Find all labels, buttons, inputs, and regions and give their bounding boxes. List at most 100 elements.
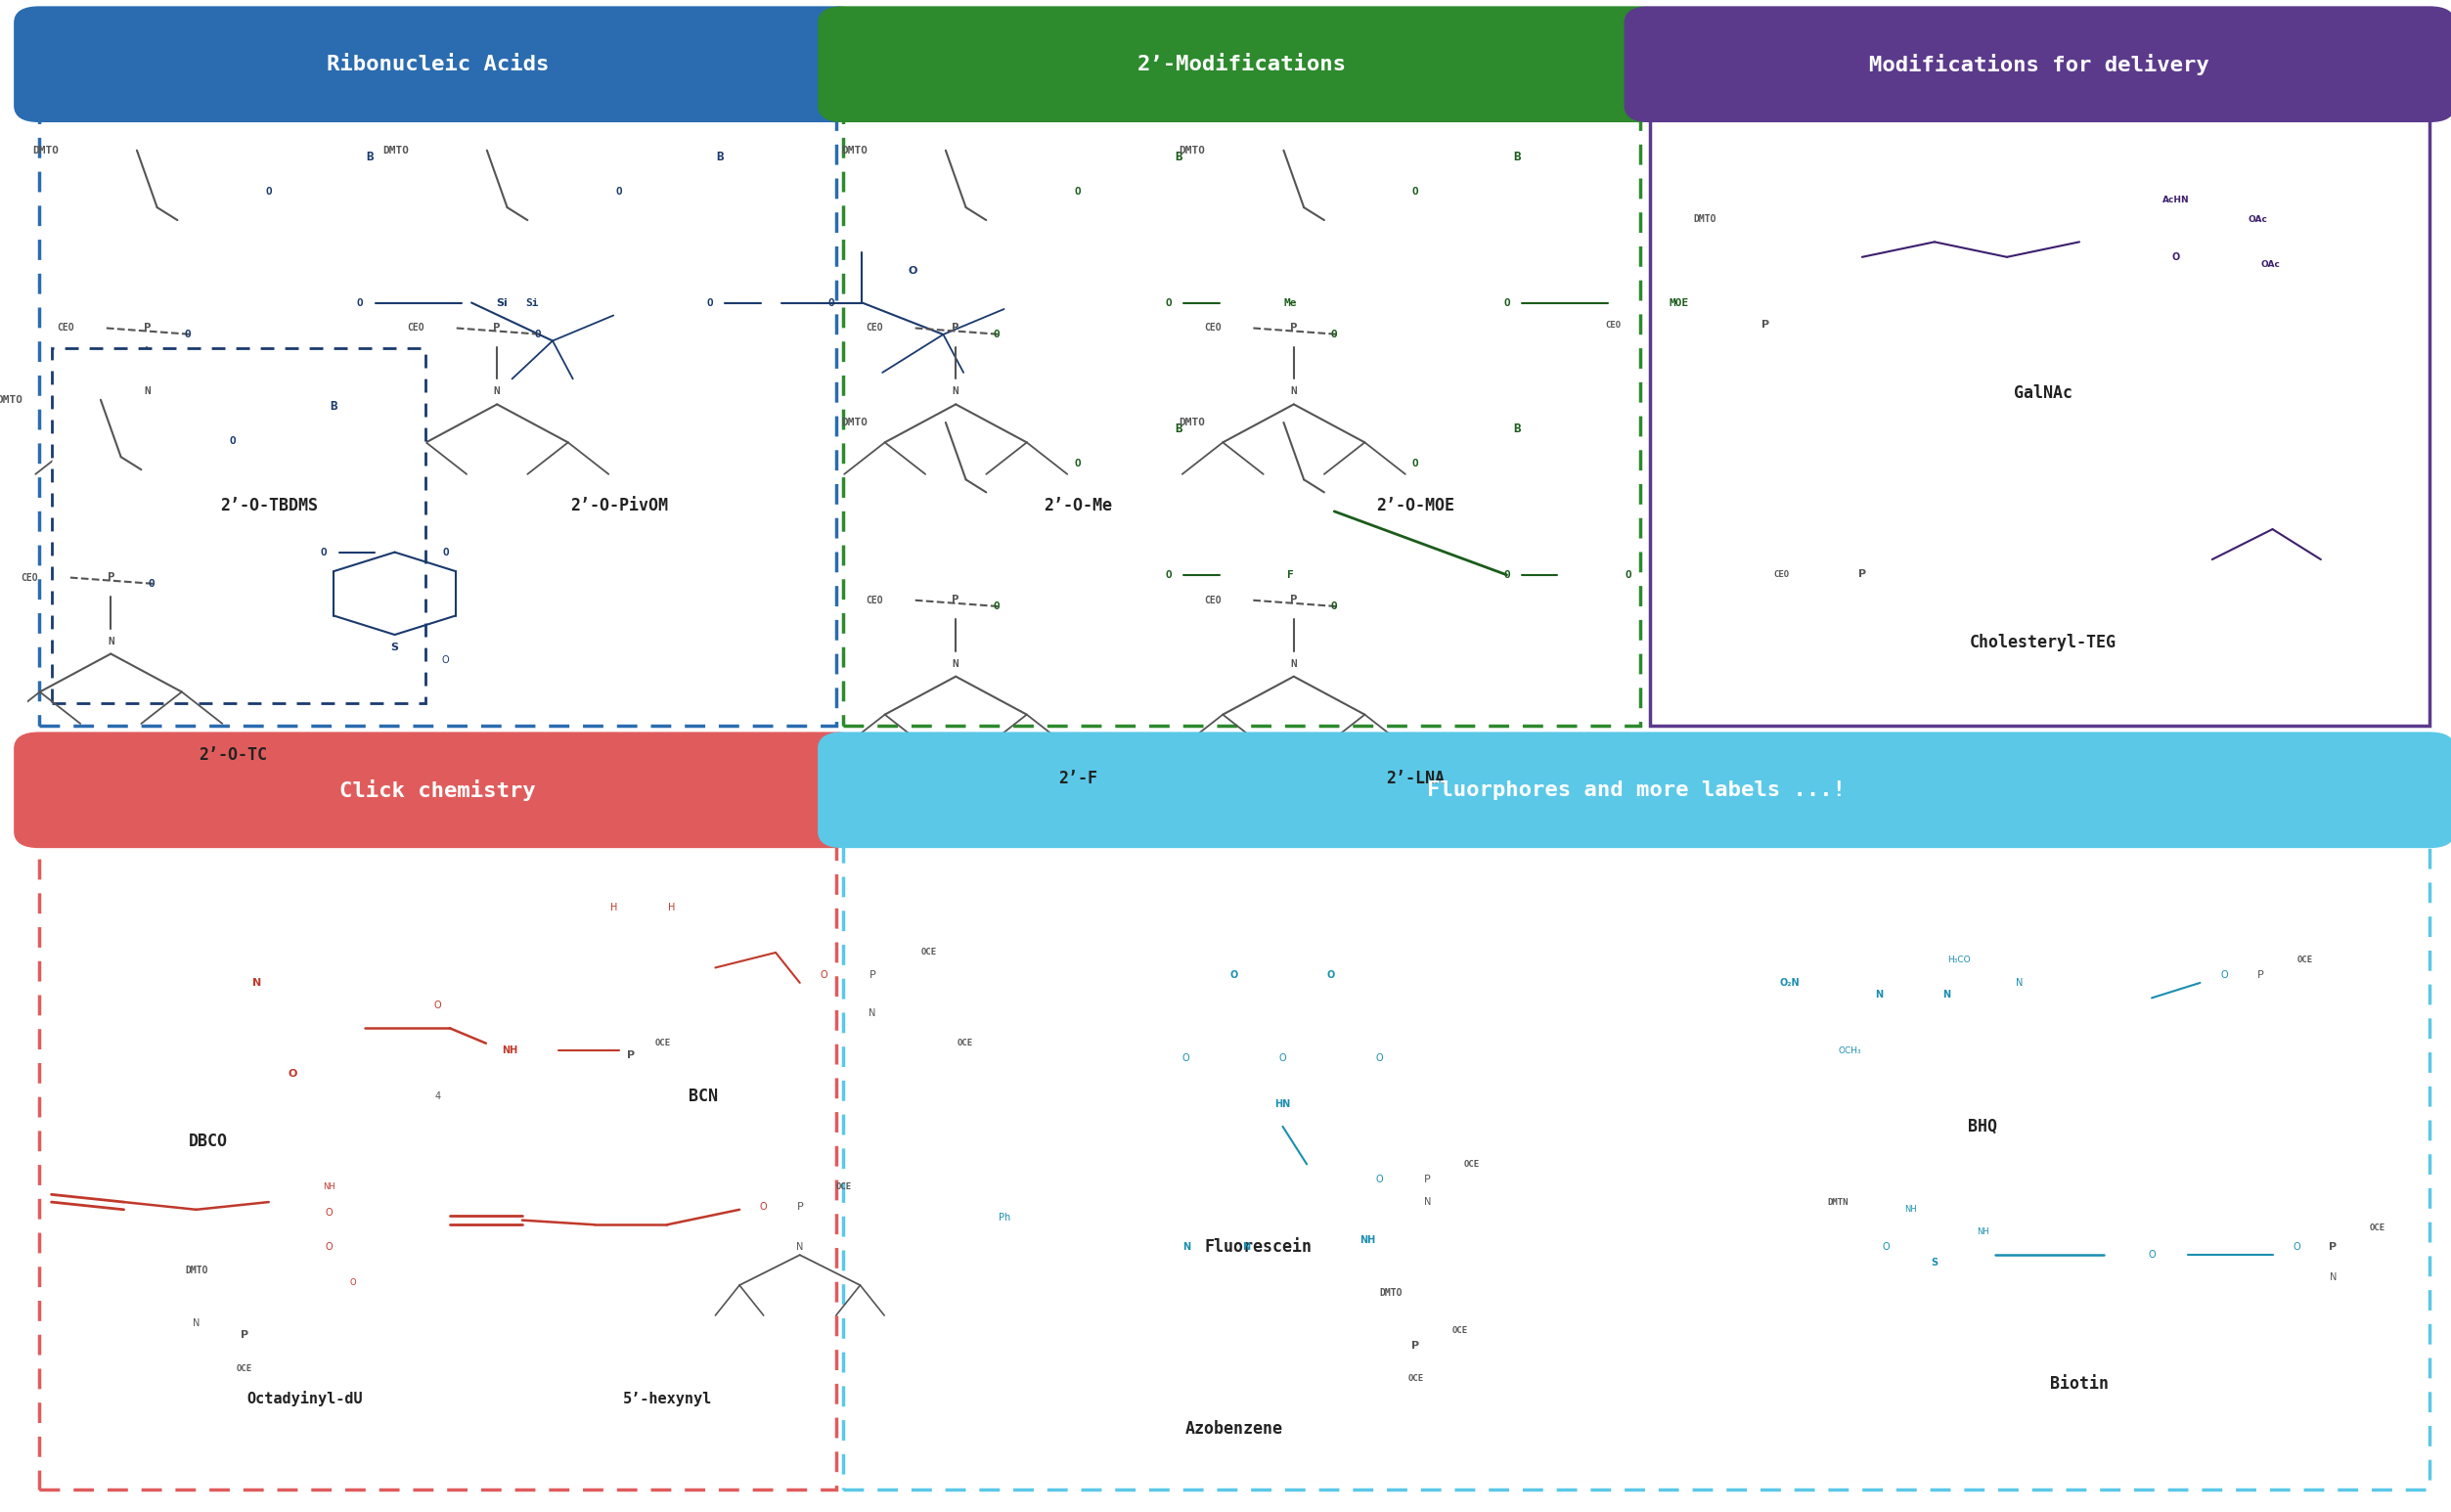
Text: OCH₃: OCH₃ bbox=[1838, 1046, 1863, 1055]
Text: O: O bbox=[1331, 602, 1338, 611]
Text: O: O bbox=[2294, 1243, 2301, 1252]
Text: N: N bbox=[1424, 1198, 1431, 1207]
Text: O: O bbox=[1279, 1054, 1287, 1063]
Text: S: S bbox=[390, 643, 400, 652]
Text: O: O bbox=[909, 266, 917, 275]
Text: DMTO: DMTO bbox=[1380, 1288, 1402, 1297]
Text: O: O bbox=[289, 1069, 297, 1078]
Text: CEO: CEO bbox=[1203, 324, 1221, 333]
Text: Me: Me bbox=[1284, 298, 1297, 307]
Text: F: F bbox=[1287, 570, 1294, 579]
Text: 2’-O-TC: 2’-O-TC bbox=[199, 747, 267, 764]
Text: N: N bbox=[2328, 1273, 2336, 1282]
Text: O: O bbox=[993, 330, 1000, 339]
Text: 2’-O-PivOM: 2’-O-PivOM bbox=[569, 497, 667, 514]
Text: S: S bbox=[1931, 1258, 1939, 1267]
Text: DMTO: DMTO bbox=[186, 1266, 208, 1275]
Text: O: O bbox=[326, 1243, 333, 1252]
Text: P: P bbox=[2328, 1243, 2336, 1252]
Text: B: B bbox=[1174, 422, 1181, 435]
Text: O₂N: O₂N bbox=[1779, 978, 1799, 987]
Text: P: P bbox=[870, 971, 875, 980]
FancyBboxPatch shape bbox=[51, 348, 426, 703]
Text: Cholesteryl-TEG: Cholesteryl-TEG bbox=[1971, 634, 2118, 652]
FancyBboxPatch shape bbox=[1625, 8, 2451, 121]
Text: O: O bbox=[184, 330, 191, 339]
Text: 2’-Modifications: 2’-Modifications bbox=[1137, 54, 1346, 74]
Text: Ribonucleic Acids: Ribonucleic Acids bbox=[326, 54, 549, 74]
Text: CEO: CEO bbox=[865, 596, 882, 605]
Text: N: N bbox=[868, 1009, 875, 1018]
Text: O: O bbox=[1326, 971, 1336, 980]
Text: P: P bbox=[108, 572, 115, 584]
Text: Biotin: Biotin bbox=[2049, 1374, 2108, 1393]
Text: B: B bbox=[331, 399, 338, 413]
Text: B: B bbox=[1512, 422, 1520, 435]
Text: O: O bbox=[1375, 1054, 1382, 1063]
Text: BHQ: BHQ bbox=[1968, 1117, 1998, 1136]
Text: N: N bbox=[145, 387, 150, 396]
Text: DMTO: DMTO bbox=[1694, 215, 1716, 224]
Text: O: O bbox=[2147, 1250, 2154, 1259]
Text: CEO: CEO bbox=[56, 324, 74, 333]
Text: DMTN: DMTN bbox=[1828, 1198, 1848, 1207]
Text: O: O bbox=[821, 971, 828, 980]
Text: CEO: CEO bbox=[1203, 596, 1221, 605]
Text: O: O bbox=[1074, 458, 1081, 469]
Text: O: O bbox=[1331, 330, 1338, 339]
Text: N: N bbox=[493, 387, 500, 396]
Text: N: N bbox=[1944, 990, 1951, 999]
Text: OCE: OCE bbox=[2297, 956, 2311, 965]
Text: GalNAc: GalNAc bbox=[2015, 384, 2074, 402]
Text: O: O bbox=[828, 298, 836, 307]
Text: H₃CO: H₃CO bbox=[1946, 956, 1971, 965]
Text: NH: NH bbox=[1904, 1205, 1917, 1214]
Text: OCE: OCE bbox=[654, 1039, 672, 1048]
Text: Si: Si bbox=[495, 298, 507, 307]
Text: O: O bbox=[706, 298, 713, 307]
Text: O: O bbox=[441, 655, 449, 665]
Text: Azobenzene: Azobenzene bbox=[1186, 1420, 1284, 1438]
Text: O: O bbox=[993, 602, 1000, 611]
Text: DBCO: DBCO bbox=[189, 1132, 228, 1151]
Text: B: B bbox=[1512, 150, 1520, 163]
Text: O: O bbox=[434, 1001, 441, 1010]
Text: O: O bbox=[1502, 298, 1510, 307]
Text: OCE: OCE bbox=[1407, 1374, 1424, 1383]
Text: P: P bbox=[951, 594, 958, 606]
Text: OCE: OCE bbox=[1463, 1160, 1480, 1169]
Text: N: N bbox=[108, 637, 115, 646]
Text: Modifications for delivery: Modifications for delivery bbox=[1870, 53, 2211, 76]
Text: DMTO: DMTO bbox=[841, 417, 868, 428]
Text: Fluorphores and more labels ...!: Fluorphores and more labels ...! bbox=[1426, 780, 1846, 800]
Text: O: O bbox=[1164, 298, 1172, 307]
Text: Octadyinyl-dU: Octadyinyl-dU bbox=[248, 1391, 363, 1406]
Text: O: O bbox=[1412, 458, 1419, 469]
Text: O: O bbox=[441, 547, 449, 556]
Text: P: P bbox=[1762, 321, 1770, 330]
Text: N: N bbox=[2015, 978, 2022, 987]
Text: O: O bbox=[265, 186, 272, 197]
Text: O: O bbox=[2172, 253, 2179, 262]
Text: OAc: OAc bbox=[2248, 215, 2267, 224]
Text: O: O bbox=[1882, 1243, 1890, 1252]
Text: CEO: CEO bbox=[22, 573, 39, 582]
Text: NH: NH bbox=[1976, 1228, 1990, 1237]
Text: P: P bbox=[627, 1051, 635, 1060]
Text: O: O bbox=[1375, 1175, 1382, 1184]
Text: Fluorescein: Fluorescein bbox=[1206, 1238, 1311, 1256]
Text: O: O bbox=[1625, 570, 1632, 579]
Text: Click chemistry: Click chemistry bbox=[341, 779, 537, 801]
FancyBboxPatch shape bbox=[15, 8, 860, 121]
Text: P: P bbox=[797, 1202, 804, 1211]
Text: OCE: OCE bbox=[922, 948, 936, 957]
FancyBboxPatch shape bbox=[15, 733, 860, 847]
Text: P: P bbox=[1412, 1341, 1419, 1350]
Text: DMTO: DMTO bbox=[32, 145, 59, 156]
Text: BCN: BCN bbox=[689, 1087, 718, 1105]
Text: P: P bbox=[2257, 971, 2265, 980]
FancyBboxPatch shape bbox=[39, 816, 836, 1489]
Text: CEO: CEO bbox=[1605, 321, 1620, 330]
Text: H: H bbox=[669, 903, 676, 912]
Text: CEO: CEO bbox=[1775, 570, 1789, 579]
